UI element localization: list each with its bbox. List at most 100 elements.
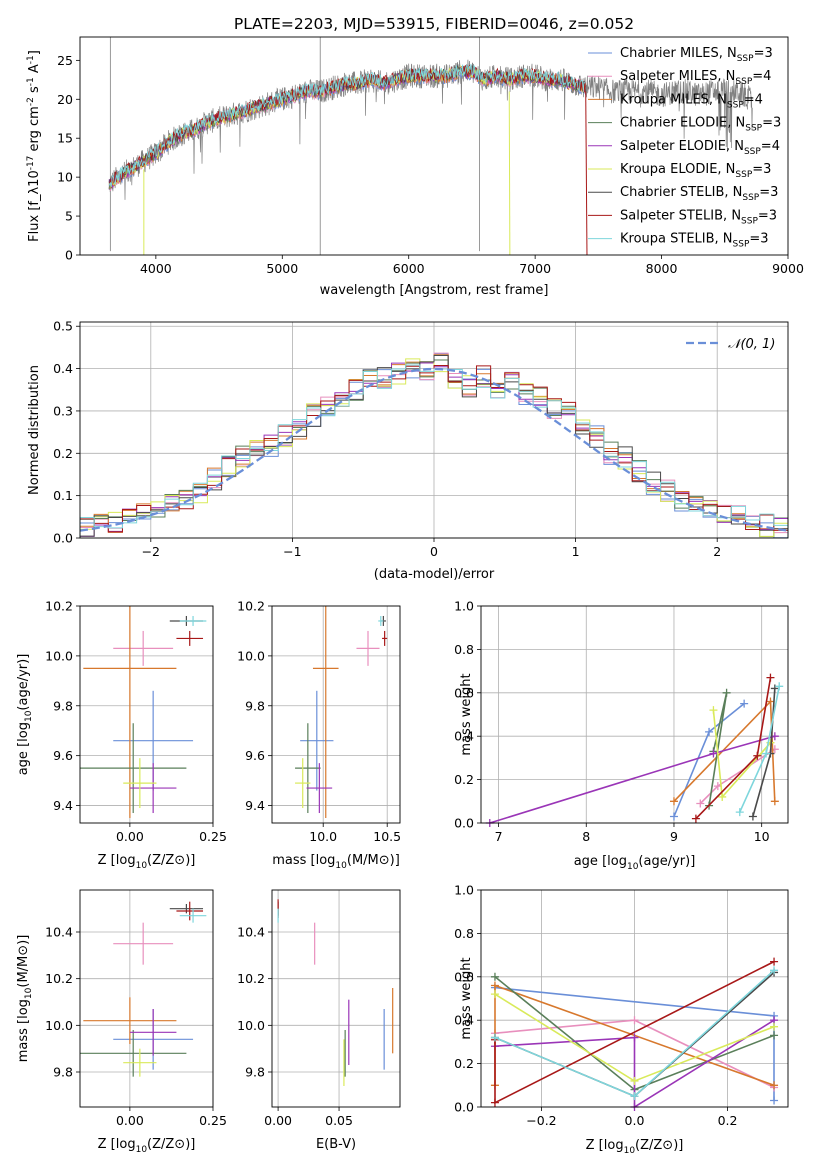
errorbar-salpeter_miles: [356, 630, 380, 666]
label-part: 10: [335, 861, 347, 871]
x-tick-label: 9: [670, 829, 678, 844]
weight-marker: [630, 1016, 639, 1025]
y-tick-label: 10.4: [45, 925, 73, 940]
x-tick-label: 0.25: [199, 829, 227, 844]
y-tick-label: 0: [65, 248, 73, 263]
y-tick-label: 10.2: [45, 971, 73, 986]
label-part: Kroupa ELODIE, N: [620, 162, 735, 177]
y-tick-label: 10.0: [237, 1018, 265, 1033]
errorbar-chabrier_miles: [300, 690, 334, 791]
weight-marker: [490, 1033, 499, 1042]
label-part: =3: [759, 185, 778, 200]
y-axis-label: age [log10(age/yr)]: [16, 654, 34, 776]
label-part: s: [27, 86, 42, 97]
weight-marker: [766, 697, 775, 706]
errorbar-salpeter_stelib: [176, 901, 204, 921]
y-tick-label: 9.8: [245, 698, 265, 713]
legend-entry: Kroupa ELODIE, NSSP=3: [620, 162, 771, 180]
label-part: 10: [136, 861, 148, 871]
label-part: SSP: [737, 54, 754, 64]
x-tick-label: 8: [582, 829, 590, 844]
label-part: Salpeter ELODIE, N: [620, 139, 744, 154]
label-part: -17: [26, 156, 36, 171]
x-tick-label: 0.00: [116, 829, 144, 844]
label-part: wavelength [Angstrom, rest frame]: [320, 283, 549, 298]
weight-marker: [775, 682, 784, 691]
label-part: SSP: [735, 77, 752, 87]
label-part: log: [607, 854, 627, 869]
observed-spectrum: [108, 59, 753, 200]
y-tick-label: 10.2: [237, 971, 265, 986]
x-tick-label: 0.2: [718, 1113, 738, 1128]
errorbar-kroupa_miles: [312, 606, 339, 819]
x-axis-label: wavelength [Angstrom, rest frame]: [320, 283, 549, 298]
x-tick-label: 9000: [772, 261, 804, 276]
label-part: (age/yr)]: [16, 654, 31, 711]
y-axis-label: Flux [f_λ10-17 erg cm-2 s-1 A-1]: [26, 50, 42, 242]
errorbar-salpeter_miles: [113, 630, 174, 666]
label-part: -1: [26, 77, 36, 86]
label-part: log: [316, 853, 336, 868]
errorbar-chabrier_elodie: [295, 723, 321, 814]
errorbar-kroupa_stelib: [179, 908, 207, 923]
label-part: Kroupa STELIB, N: [620, 232, 733, 247]
y-tick-label: 9.4: [245, 798, 265, 813]
y-tick-label: 0.8: [454, 642, 474, 657]
gaussian-curve: [79, 367, 789, 532]
panel-spectrum: 4000 5000 6000 7000 8000 9000 0 5 10 15 20 25 Chabri…: [26, 36, 804, 298]
weight-marker: [490, 990, 499, 999]
errorbar-chabrier_stelib: [169, 904, 204, 914]
axes-border: [79, 36, 789, 256]
label-part: (Z/Z⊙)]: [147, 1137, 195, 1152]
errorbar-salpeter_miles: [113, 922, 174, 965]
weight-marker: [766, 673, 775, 682]
figure-title: PLATE=2203, MJD=53915, FIBERID=0046, z=0…: [234, 15, 634, 33]
weight-marker: [718, 792, 727, 801]
label-part: Flux [f_λ10: [27, 170, 42, 242]
errorbar-salpeter_elodie: [129, 763, 177, 814]
y-tick-label: 9.8: [245, 1065, 265, 1080]
label-part: log: [16, 722, 31, 742]
axes-border: [271, 889, 401, 1108]
label-part: SSP: [744, 147, 761, 157]
label-part: SSP: [742, 193, 759, 203]
x-axis-label: E(B-V): [316, 1137, 356, 1152]
weight-marker: [748, 812, 757, 821]
y-tick-label: 10.4: [237, 925, 265, 940]
errorbar-salpeter_elodie: [129, 1009, 177, 1056]
weight-marker: [770, 1022, 779, 1031]
label-part: Salpeter STELIB, N: [620, 208, 741, 223]
errorbar-kroupa_elodie: [123, 1048, 157, 1077]
label-part: Chabrier MILES, N: [620, 46, 737, 61]
label-part: (M/M⊙)]: [347, 853, 400, 868]
y-tick-label: 0.2: [53, 446, 73, 461]
legend-entry: Kroupa MILES, NSSP=4: [620, 92, 763, 110]
y-tick-label: 0.4: [454, 729, 474, 744]
weight-marker: [762, 749, 771, 758]
weight-marker: [630, 1092, 639, 1101]
label-part: mass [: [272, 853, 315, 868]
y-tick-label: 1.0: [454, 883, 474, 898]
model-drop: [585, 91, 588, 256]
weight-marker: [770, 1031, 779, 1040]
y-tick-label: 15: [57, 131, 73, 146]
weight-marker: [490, 981, 499, 990]
model-drop: [508, 91, 511, 256]
residual-hist-kroupa_stelib: [79, 364, 789, 538]
y-tick-label: 0.4: [53, 361, 73, 376]
label-part: 10: [136, 1145, 148, 1155]
x-axis-label: Z [log10(Z/Z⊙)]: [98, 853, 196, 871]
y-axis-label: mass weight: [459, 957, 474, 1039]
errorbar-salpeter_stelib: [382, 630, 388, 646]
label-part: Chabrier STELIB, N: [620, 185, 742, 200]
y-tick-label: 0.2: [454, 1056, 474, 1071]
y-axis-label: mass weight: [459, 673, 474, 755]
errorbar-kroupa_stelib: [378, 615, 384, 626]
label-part: log: [16, 999, 31, 1019]
label-part: SSP: [741, 216, 758, 226]
y-axis-label: Normed distribution: [27, 365, 42, 495]
weight-marker: [691, 814, 700, 823]
label-part: (M/M⊙)]: [16, 935, 31, 988]
